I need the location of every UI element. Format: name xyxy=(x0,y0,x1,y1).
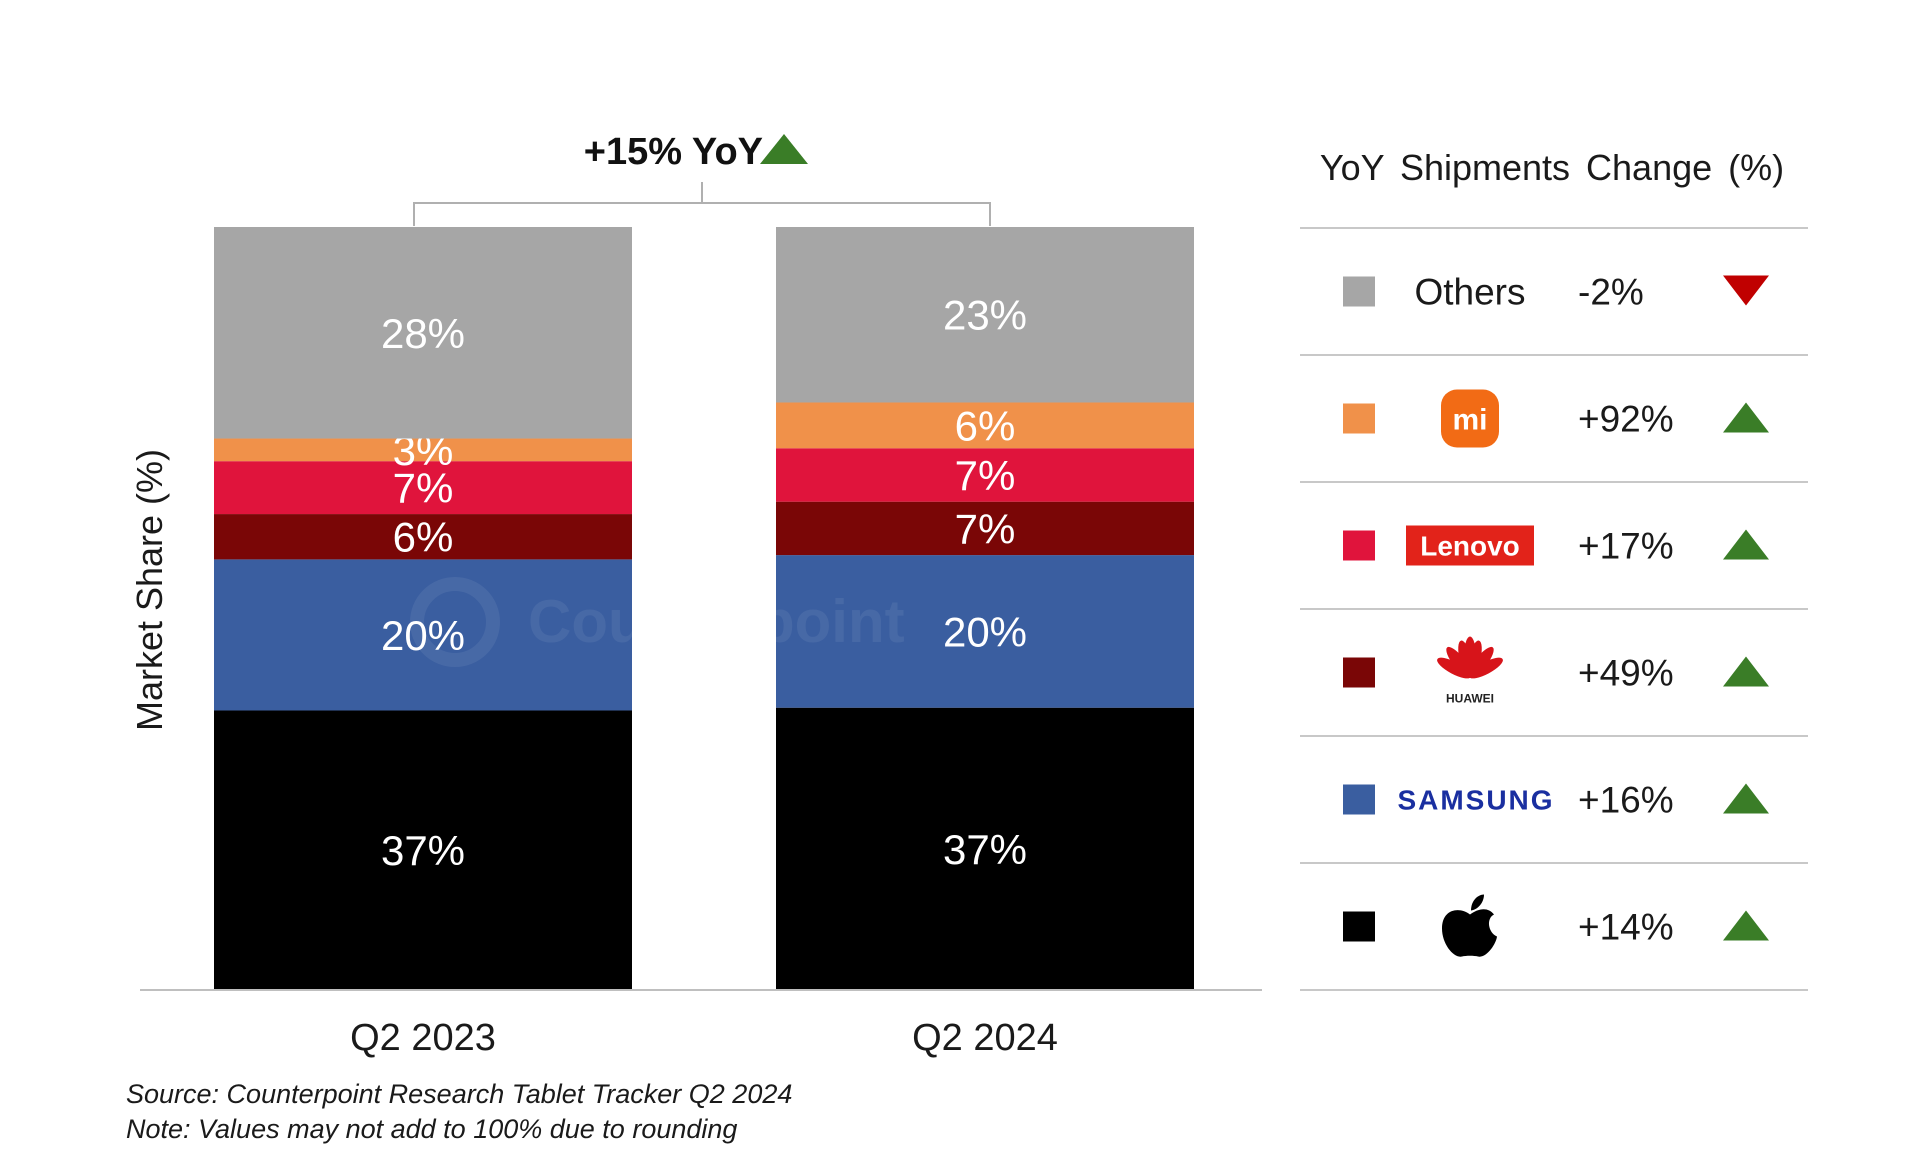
legend-row-xiaomi: mi +92% xyxy=(1343,389,1769,448)
bar-segment-q2-2023-xiaomi xyxy=(214,438,632,462)
down-arrow-icon xyxy=(1723,275,1769,306)
up-arrow-icon xyxy=(1723,656,1769,687)
legend-change-huawei: +49% xyxy=(1578,653,1674,694)
bar-segment-q2-2024-huawei xyxy=(776,501,1194,556)
lenovo-logo-text: Lenovo xyxy=(1420,531,1520,562)
bar-segment-q2-2024-apple xyxy=(776,707,1194,990)
bar-segment-q2-2024-lenovo xyxy=(776,448,1194,502)
legend-row-apple: +14% xyxy=(1343,894,1769,957)
legend-label-others: Others xyxy=(1414,272,1525,313)
legend-swatch-huawei xyxy=(1343,657,1375,688)
legend-change-lenovo: +17% xyxy=(1578,526,1674,567)
category-label-q2-2023: Q2 2023 xyxy=(350,1017,496,1059)
xiaomi-logo-icon: mi xyxy=(1441,389,1499,448)
legend-title: YoY Shipments Change (%) xyxy=(1320,147,1784,188)
legend-row-others: Others -2% xyxy=(1343,272,1769,313)
watermark: Counterpoint xyxy=(410,577,905,667)
yoy-bracket-line xyxy=(413,182,991,226)
legend-row-lenovo: Lenovo +17% xyxy=(1343,525,1769,567)
xiaomi-logo-text: mi xyxy=(1452,404,1487,437)
category-label-q2-2024: Q2 2024 xyxy=(912,1017,1058,1059)
legend-change-apple: +14% xyxy=(1578,907,1674,948)
y-axis-title: Market Share (%) xyxy=(129,449,170,731)
legend-change-others: -2% xyxy=(1578,272,1644,313)
yoy-bracket: +15% YoY xyxy=(413,131,991,226)
legend-swatch-samsung xyxy=(1343,784,1375,815)
data-label-q2-2024-xiaomi: 6% xyxy=(955,402,1016,449)
rounding-note: Note: Values may not add to 100% due to … xyxy=(126,1114,737,1144)
data-label-q2-2024-lenovo: 7% xyxy=(955,452,1016,499)
yoy-up-arrow-icon xyxy=(760,134,808,164)
bar-segment-q2-2024-xiaomi xyxy=(776,402,1194,449)
bar-segment-q2-2023-apple xyxy=(214,710,632,990)
data-label-q2-2024-apple: 37% xyxy=(943,826,1027,873)
huawei-logo-icon: HUAWEI xyxy=(1437,636,1503,706)
bars-group: 37%20%6%7%3%28%37%20%7%7%6%23% xyxy=(214,227,1194,990)
yoy-annotation: +15% YoY xyxy=(584,131,763,173)
data-label-q2-2024-others: 23% xyxy=(943,292,1027,339)
data-label-q2-2023-apple: 37% xyxy=(381,827,465,874)
up-arrow-icon xyxy=(1723,783,1769,814)
legend-change-xiaomi: +92% xyxy=(1578,399,1674,440)
x-axis-labels: Q2 2023 Q2 2024 xyxy=(350,1017,1058,1059)
data-label-q2-2024-samsung: 20% xyxy=(943,608,1027,655)
legend-swatch-others xyxy=(1343,276,1375,307)
legend-change-samsung: +16% xyxy=(1578,780,1674,821)
bar-segment-q2-2023-huawei xyxy=(214,514,632,560)
up-arrow-icon xyxy=(1723,910,1769,941)
watermark-text: Counterpoint xyxy=(528,588,905,655)
watermark-logo-icon xyxy=(410,577,500,667)
samsung-logo-icon: SAMSUNG xyxy=(1397,785,1554,816)
apple-logo-icon xyxy=(1442,894,1497,957)
up-arrow-icon xyxy=(1723,402,1769,433)
lenovo-logo-icon: Lenovo xyxy=(1406,525,1534,566)
data-label-q2-2023-samsung: 20% xyxy=(381,612,465,659)
legend-row-huawei: HUAWEI +49% xyxy=(1343,636,1769,706)
bar-segment-q2-2023-lenovo xyxy=(214,461,632,515)
legend-panel: YoY Shipments Change (%) Others -2% mi +92%… xyxy=(1300,147,1808,991)
data-label-q2-2023-lenovo: 7% xyxy=(393,465,454,512)
data-label-q2-2023-others: 28% xyxy=(381,310,465,357)
data-label-q2-2024-huawei: 7% xyxy=(955,505,1016,552)
legend-swatch-xiaomi xyxy=(1343,403,1375,434)
bar-segment-q2-2023-others xyxy=(214,227,632,439)
data-label-q2-2023-huawei: 6% xyxy=(393,514,454,561)
legend-row-samsung: SAMSUNG +16% xyxy=(1343,780,1769,821)
legend-swatch-lenovo xyxy=(1343,530,1375,561)
legend-swatch-apple xyxy=(1343,911,1375,942)
up-arrow-icon xyxy=(1723,529,1769,560)
bar-segment-q2-2024-samsung xyxy=(776,555,1194,708)
huawei-logo-text: HUAWEI xyxy=(1446,692,1494,706)
bar-segment-q2-2024-others xyxy=(776,227,1194,403)
source-note: Source: Counterpoint Research Tablet Tra… xyxy=(126,1079,792,1109)
bar-segment-q2-2023-samsung xyxy=(214,559,632,711)
